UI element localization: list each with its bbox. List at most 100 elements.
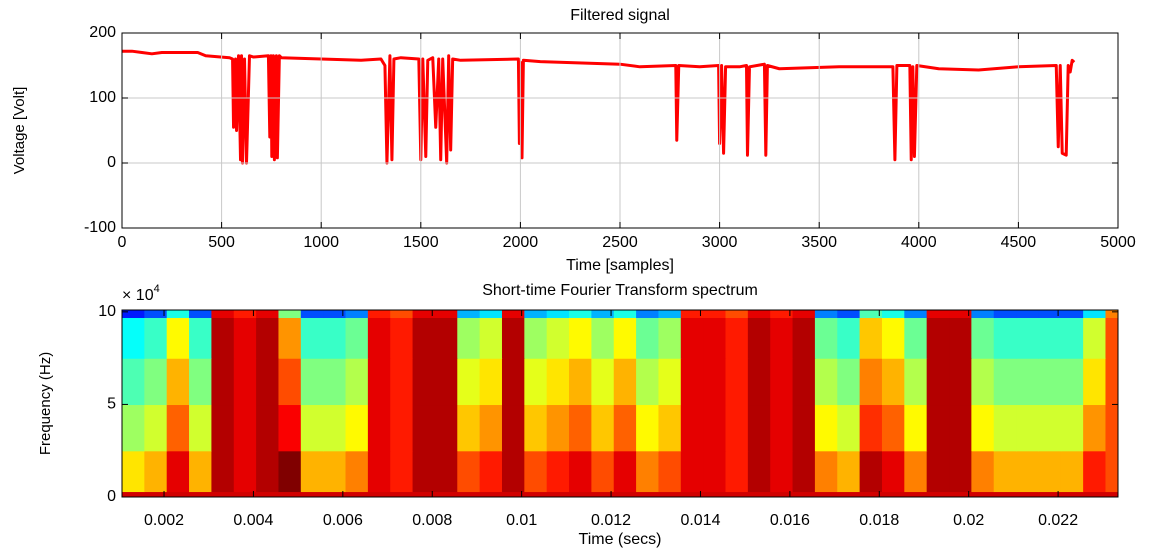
heatmap-cell [569,450,592,493]
heatmap-cell [837,358,861,406]
heatmap-cell [703,450,727,493]
heatmap-cell [233,317,257,359]
heatmap-cell [524,358,548,406]
x-tick-label: 3500 [801,234,837,251]
heatmap-cell [300,404,324,452]
heatmap-cell [993,450,1017,493]
heatmap-cell [1060,358,1084,406]
heatmap-cell [971,404,995,452]
heatmap-cell [122,450,145,493]
heatmap-cell [189,450,213,493]
plot-content [122,49,1076,165]
heatmap-cell [211,317,235,359]
heatmap-cell [300,450,324,493]
heatmap-cell [837,491,861,497]
heatmap-cell [658,358,682,406]
heatmap-cell [457,310,481,319]
heatmap-cell [814,404,838,452]
heatmap-cell [926,358,950,406]
y-tick-label: 200 [89,24,116,41]
heatmap-cell [1016,450,1040,493]
heatmap-cell [1016,358,1040,406]
heatmap-cell [345,450,369,493]
heatmap-cell [166,450,190,493]
heatmap-cell [613,317,637,359]
x-tick-label: 5000 [1100,234,1136,251]
x-tick-label: 0.016 [770,512,810,529]
heatmap-cell [971,310,995,319]
heatmap-cell [770,317,794,359]
heatmap-cell [1083,491,1107,497]
heatmap-cell [703,404,727,452]
heatmap-cell [770,358,794,406]
heatmap-cell [434,310,458,319]
x-tick-label: 0.008 [412,512,452,529]
heatmap-cell [591,310,615,319]
heatmap-cell [680,310,704,319]
heatmap-cell [189,358,213,406]
heatmap-cell [613,310,637,319]
heatmap-cell [926,450,950,493]
heatmap-cell [725,358,749,406]
heatmap-cell [904,310,928,319]
heatmap-cell [501,450,525,493]
heatmap-cell [725,450,749,493]
x-tick-label: 0.002 [144,512,184,529]
heatmap-cell [814,450,838,493]
heatmap-cell [546,450,570,493]
heatmap-cell [546,491,570,497]
heatmap-cell [233,404,257,452]
heatmap-cell [1105,450,1118,493]
y-multiplier: × 104 [122,283,160,304]
heatmap-cell [881,450,905,493]
heatmap-cell [256,310,280,319]
heatmap-cell [501,310,525,319]
x-axis-label: Time (secs) [579,531,662,548]
heatmap-cell [591,450,615,493]
heatmap-cell [658,450,682,493]
heatmap-cell [837,450,861,493]
heatmap-cell [390,317,414,359]
heatmap-cell [166,404,190,452]
heatmap-cell [233,450,257,493]
chart-title: Filtered signal [570,7,670,24]
heatmap-cell [1083,317,1107,359]
heatmap-cell [859,317,883,359]
x-tick-label: 3000 [702,234,738,251]
heatmap-cell [479,358,503,406]
heatmap-cell [1016,491,1040,497]
heatmap-cell [792,404,816,452]
heatmap-cell [479,404,503,452]
heatmap-cell [278,450,302,493]
heatmap-cell [792,310,816,319]
heatmap-cell [434,404,458,452]
axes: 0 500 1000 1500 2000 2500 3000 3500 4000 4500 5000… [11,7,1136,274]
heatmap-cell [904,450,928,493]
heatmap-cell [166,358,190,406]
heatmap-cell [1060,491,1084,497]
heatmap-cell [613,358,637,406]
heatmap-cell [524,450,548,493]
heatmap-cell [636,491,660,497]
heatmap-cell [792,317,816,359]
heatmap-cell [859,404,883,452]
heatmap-cell [189,404,213,452]
heatmap-cell [211,491,235,497]
axes: 0.002 0.004 0.006 0.008 0.01 0.012 0.014 0.016 0… [37,282,1119,548]
heatmap-cell [323,310,347,319]
heatmap-cell [122,317,145,359]
heatmap-cell [256,317,280,359]
heatmap-cell [859,358,883,406]
heatmap-cell [792,450,816,493]
heatmap-cell [725,310,749,319]
heatmap-cell [546,317,570,359]
heatmap-cell [591,491,615,497]
heatmap-cell [278,317,302,359]
y-tick-label: 0 [107,154,116,171]
heatmap-cell [144,491,168,497]
x-tick-label: 0.004 [233,512,273,529]
heatmap-cell [837,317,861,359]
heatmap-cell [591,358,615,406]
heatmap-cell [166,491,190,497]
